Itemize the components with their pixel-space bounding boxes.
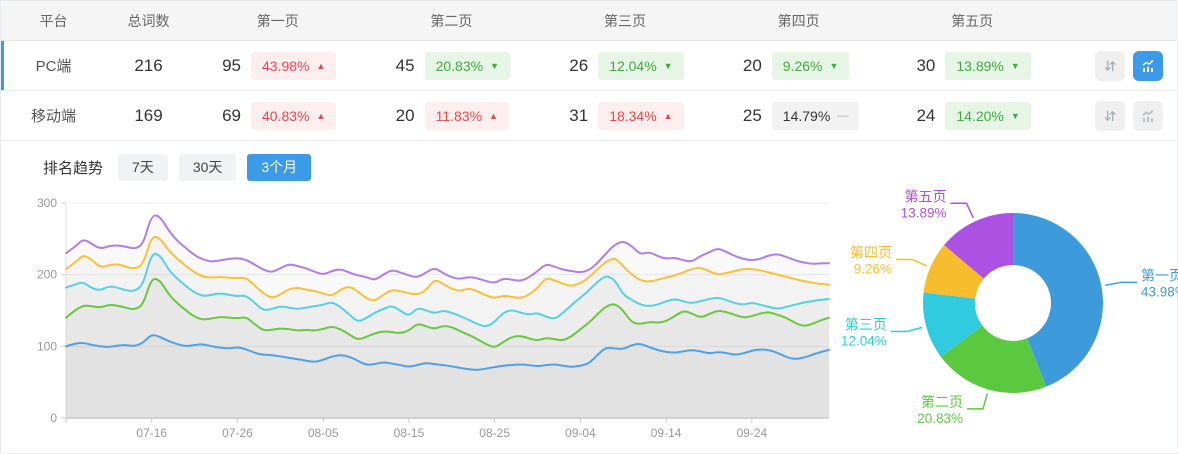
page5-count: 24 <box>916 105 936 125</box>
col-page2: 第二页 <box>430 12 473 29</box>
page4-percent: 14.79% <box>782 107 831 124</box>
row-actions <box>1059 100 1177 131</box>
svg-text:08-05: 08-05 <box>308 426 339 440</box>
svg-text:07-16: 07-16 <box>136 426 167 440</box>
page2-percent-badge: 11.83% <box>424 101 509 130</box>
page4-count: 25 <box>742 105 762 125</box>
svg-text:9.26%: 9.26% <box>854 261 892 276</box>
page4-percent-badge: 9.26% <box>771 51 850 80</box>
page3-count: 26 <box>569 55 589 75</box>
page2-cell: 45 20.83% <box>365 51 539 80</box>
total-words-value: 169 <box>134 105 163 125</box>
tab-3-months[interactable]: 3个月 <box>247 153 312 181</box>
page4-count: 20 <box>742 55 762 75</box>
tab-30-days[interactable]: 30天 <box>178 153 237 181</box>
show-trend-chart-button[interactable] <box>1133 50 1163 81</box>
svg-text:0: 0 <box>50 411 57 425</box>
svg-text:09-04: 09-04 <box>565 426 596 440</box>
total-words-value: 216 <box>134 55 163 75</box>
page3-cell: 26 12.04% <box>538 51 712 80</box>
svg-text:08-15: 08-15 <box>394 426 425 440</box>
svg-text:12.04%: 12.04% <box>841 333 887 348</box>
platform-label: 移动端 <box>30 108 76 125</box>
table-row-mobile[interactable]: 移动端 169 69 40.83% 20 11.83% 31 18.34% 25… <box>1 91 1177 141</box>
svg-text:100: 100 <box>37 339 57 353</box>
page3-percent: 12.04% <box>609 57 657 74</box>
page4-cell: 20 9.26% <box>712 51 886 80</box>
svg-text:43.98%: 43.98% <box>1141 284 1178 299</box>
page1-cell: 69 40.83% <box>191 101 365 130</box>
page3-percent: 18.34% <box>609 107 657 124</box>
trend-line-chart: 0 100 200 300 07-16 07-26 08-05 08-15 08-25 09-04… <box>37 196 830 440</box>
row-actions <box>1059 50 1177 81</box>
tab-7-days[interactable]: 7天 <box>118 153 168 181</box>
page2-count: 20 <box>395 105 415 125</box>
col-platform: 平台 <box>39 12 68 29</box>
compare-rank-button[interactable] <box>1095 100 1125 131</box>
page2-percent-badge: 20.83% <box>424 51 510 80</box>
col-page4: 第四页 <box>777 12 820 29</box>
compare-rank-button[interactable] <box>1095 50 1125 81</box>
page5-percent-badge: 14.20% <box>945 101 1031 130</box>
page4-cell: 25 14.79% <box>712 101 886 130</box>
page4-percent: 9.26% <box>782 57 823 74</box>
svg-text:第五页: 第五页 <box>905 188 947 204</box>
page1-percent-badge: 40.83% <box>251 101 337 130</box>
page3-percent-badge: 18.34% <box>598 101 684 130</box>
col-page5: 第五页 <box>951 12 994 29</box>
svg-text:第一页: 第一页 <box>1141 267 1178 283</box>
page4-percent-badge: 14.79% <box>771 101 860 130</box>
svg-text:300: 300 <box>37 196 57 210</box>
page2-percent: 11.83% <box>435 107 483 124</box>
col-page3: 第三页 <box>603 12 646 29</box>
col-page1: 第一页 <box>256 12 299 29</box>
page5-percent-badge: 13.89% <box>945 51 1031 80</box>
svg-text:第二页: 第二页 <box>921 394 963 410</box>
charts-area: 爱站网 010020030007-1607-2608-0508-1508-250… <box>1 187 1178 454</box>
trend-chart-icon <box>1140 108 1156 124</box>
svg-text:20.83%: 20.83% <box>917 411 963 426</box>
svg-text:第三页: 第三页 <box>845 316 887 332</box>
page2-percent: 20.83% <box>435 57 484 74</box>
page5-cell: 30 13.89% <box>885 51 1059 80</box>
page1-percent: 40.83% <box>262 107 310 124</box>
svg-text:13.89%: 13.89% <box>901 205 947 220</box>
platform-label: PC端 <box>35 58 72 75</box>
svg-text:09-24: 09-24 <box>736 426 767 440</box>
page5-percent: 14.20% <box>956 107 1004 124</box>
svg-text:09-14: 09-14 <box>651 426 682 440</box>
page1-count: 95 <box>222 55 241 75</box>
page1-cell: 95 43.98% <box>191 51 365 80</box>
trend-controls: 排名趋势 7天 30天 3个月 <box>43 153 1177 181</box>
page2-cell: 20 11.83% <box>365 101 539 130</box>
svg-text:07-26: 07-26 <box>222 426 253 440</box>
page1-percent-badge: 43.98% <box>251 51 337 80</box>
page1-count: 69 <box>222 105 241 125</box>
up-down-arrows-icon <box>1102 58 1118 74</box>
page3-count: 31 <box>569 105 589 125</box>
svg-text:08-25: 08-25 <box>479 426 510 440</box>
page5-cell: 24 14.20% <box>885 101 1059 130</box>
page2-count: 45 <box>395 55 415 75</box>
col-total-words: 总词数 <box>127 12 170 29</box>
trend-section-title: 排名趋势 <box>43 159 104 177</box>
up-down-arrows-icon <box>1102 108 1118 124</box>
svg-text:200: 200 <box>37 268 57 282</box>
trend-chart-icon <box>1140 58 1156 74</box>
table-header: 平台 总词数 第一页 第二页 第三页 第四页 第五页 <box>1 1 1177 41</box>
show-trend-chart-button[interactable] <box>1133 100 1163 131</box>
table-row-pc[interactable]: PC端 216 95 43.98% 45 20.83% 26 12.04% 20… <box>1 41 1177 91</box>
page3-percent-badge: 12.04% <box>598 51 684 80</box>
page3-cell: 31 18.34% <box>538 101 712 130</box>
page5-count: 30 <box>916 55 936 75</box>
page5-percent: 13.89% <box>956 57 1004 74</box>
page1-percent: 43.98% <box>262 57 310 74</box>
svg-text:第四页: 第四页 <box>850 244 892 260</box>
